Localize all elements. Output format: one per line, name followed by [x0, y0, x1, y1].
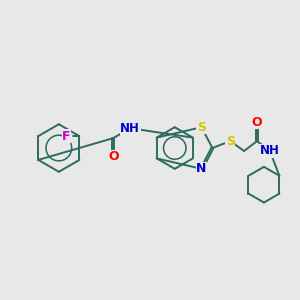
- Text: NH: NH: [260, 145, 280, 158]
- Text: NH: NH: [120, 122, 140, 135]
- Text: N: N: [196, 162, 207, 175]
- Text: O: O: [252, 116, 262, 129]
- Text: F: F: [62, 130, 71, 142]
- Text: S: S: [226, 135, 235, 148]
- Text: O: O: [108, 150, 119, 164]
- Text: S: S: [197, 121, 206, 134]
